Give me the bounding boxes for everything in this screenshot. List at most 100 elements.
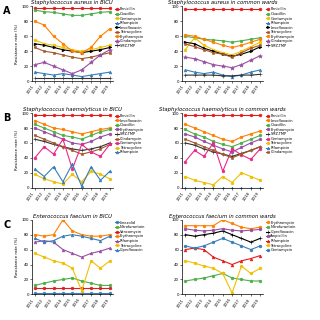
Ciprofloxacin (61, 234, 65, 238)
Erythromycin (202, 37, 206, 41)
Oxacillin (193, 132, 196, 136)
Clindamycin (33, 133, 37, 137)
Levofloxacin (230, 54, 234, 58)
Linezolid (70, 291, 74, 295)
SMZ-TMP (249, 73, 253, 77)
Levofloxacin (193, 126, 196, 130)
Erythromycin (61, 218, 65, 222)
SMZ-TMP (258, 145, 262, 148)
Title: Staphylococcus aureus in common wards: Staphylococcus aureus in common wards (168, 0, 277, 5)
Rifampicin (221, 73, 225, 77)
Levofloxacin (202, 46, 206, 50)
Tetracycline (52, 259, 55, 263)
Clindamycin (202, 60, 206, 64)
Tetracycline (249, 46, 253, 50)
SMZ-TMP (221, 152, 225, 156)
Penicillin (212, 7, 215, 11)
Tetracycline (230, 291, 234, 295)
Rifampicin (61, 248, 65, 252)
Levofloxacin (240, 52, 244, 56)
Nitrofurantoin (202, 276, 206, 280)
Tetracycline (230, 55, 234, 59)
Clindamycin (89, 150, 93, 154)
Vancomycin (61, 286, 65, 290)
Vancomycin (52, 286, 55, 290)
Gentamycin (240, 153, 244, 157)
Vancomycin (80, 286, 84, 290)
SMZ-TMP (42, 140, 46, 143)
Penicillin (61, 6, 65, 10)
Rifampicin (240, 186, 244, 190)
Erythromycin (230, 221, 234, 225)
Erythromycin (80, 233, 84, 236)
Oxacillin (80, 137, 84, 141)
Rifampicin (230, 75, 234, 78)
Text: A: A (3, 6, 11, 16)
Line: SMZ-TMP: SMZ-TMP (32, 137, 112, 153)
Erythromycin (108, 132, 112, 136)
Gentamycin (80, 142, 84, 146)
Gentamycin (193, 246, 196, 250)
Erythromycin (212, 224, 215, 228)
Tetracycline (221, 175, 225, 179)
Penicillin (33, 113, 37, 116)
Levofloxacin (61, 128, 65, 132)
Tetracycline (212, 183, 215, 187)
Linezolid (99, 291, 102, 295)
Gentamycin (212, 240, 215, 244)
Gentamycin (202, 155, 206, 158)
SMZ-TMP (193, 143, 196, 147)
Levofloxacin (99, 128, 102, 132)
Tetracycline (61, 182, 65, 186)
Erythromycin (33, 20, 37, 23)
Penicillin (42, 113, 46, 116)
Erythromycin (70, 49, 74, 53)
Line: Vancomycin: Vancomycin (33, 287, 111, 290)
Tetracycline (108, 51, 112, 55)
Erythromycin (258, 225, 262, 229)
Tetracycline (42, 49, 46, 53)
Tetracycline (52, 180, 55, 184)
Oxacillin (33, 122, 37, 126)
Line: Rifampicin: Rifampicin (33, 239, 111, 259)
Tetracycline (240, 171, 244, 175)
Erythromycin (240, 225, 244, 229)
Oxacillin (212, 38, 215, 42)
Ciprofloxacin (52, 239, 55, 243)
SMZ-TMP (33, 137, 37, 141)
Ciprofloxacin (249, 240, 253, 244)
Rifampicin (202, 248, 206, 252)
Levofloxacin (108, 126, 112, 130)
Tetracycline (70, 266, 74, 270)
Penicillin (212, 113, 215, 117)
Rifampicin (89, 252, 93, 255)
Tetracycline (61, 261, 65, 265)
SMZ-TMP (99, 76, 102, 80)
Linezolid (33, 291, 37, 295)
Rifampicin (212, 255, 215, 259)
Erythromycin (183, 33, 187, 37)
Nitrofurantoin (99, 284, 102, 287)
Oxacillin (80, 13, 84, 17)
Rifampicin (249, 186, 253, 190)
Title: Staphylococcus aureus in BICU: Staphylococcus aureus in BICU (31, 0, 113, 5)
Line: Tetracycline: Tetracycline (33, 252, 111, 292)
Clindamycin (42, 137, 46, 141)
SMZ-TMP (108, 76, 112, 80)
Tetracycline (258, 266, 262, 270)
Rifampicin (221, 186, 225, 190)
Rifampicin (108, 246, 112, 250)
Tetracycline (249, 272, 253, 276)
Tetracycline (89, 55, 93, 59)
Erythromycin (212, 143, 215, 147)
Levofloxacin (70, 130, 74, 134)
Y-axis label: Resistance rate (%): Resistance rate (%) (15, 24, 19, 64)
Gentamycin (108, 142, 112, 146)
SMZ-TMP (202, 73, 206, 77)
Gentamycin (42, 145, 46, 148)
Line: Tetracycline: Tetracycline (184, 260, 262, 294)
Levofloxacin (221, 137, 225, 141)
Erythromycin (33, 233, 37, 236)
Tetracycline (193, 178, 196, 182)
Clindamycin (221, 64, 225, 68)
